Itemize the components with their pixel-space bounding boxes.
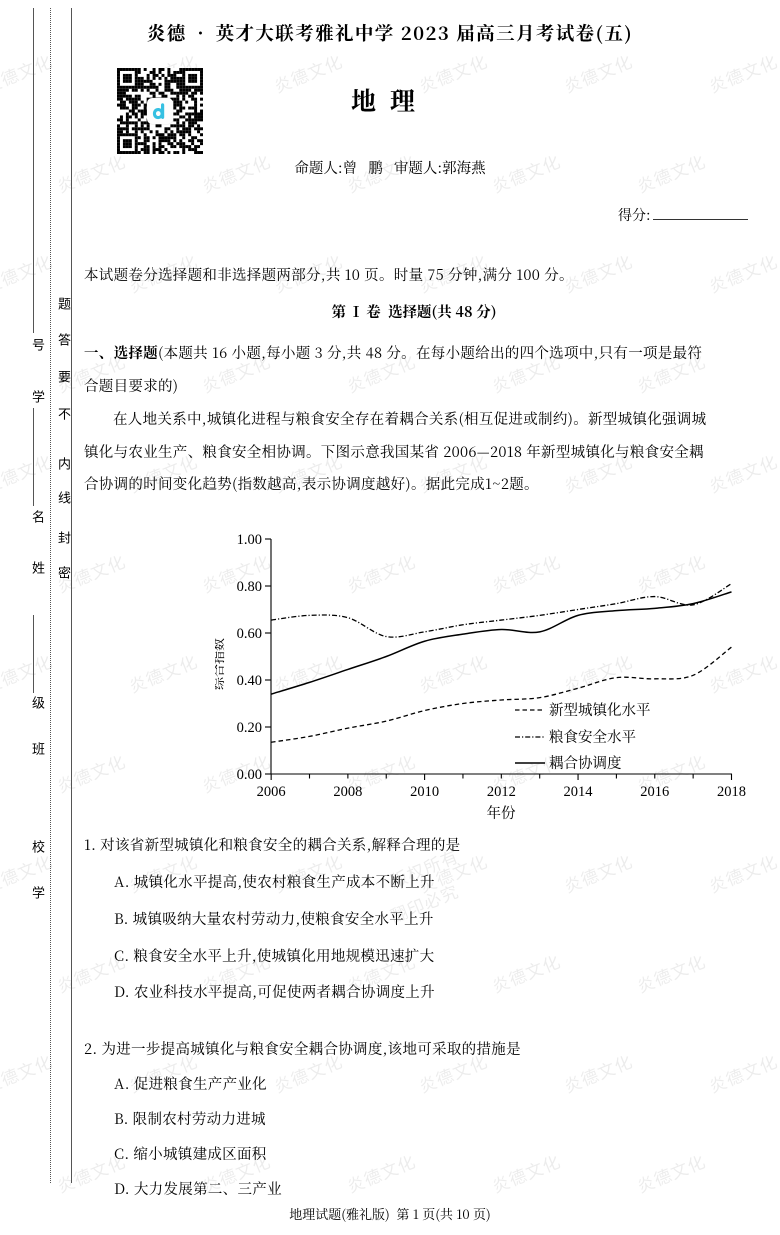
svg-text:新型城镇化水平: 新型城镇化水平: [549, 701, 651, 719]
svg-text:0.40: 0.40: [237, 673, 262, 689]
svg-text:0.20: 0.20: [237, 720, 262, 736]
svg-text:0.80: 0.80: [237, 579, 262, 595]
svg-text:1.00: 1.00: [237, 534, 262, 548]
svg-text:2006: 2006: [257, 784, 286, 800]
svg-text:粮食安全水平: 粮食安全水平: [549, 729, 636, 746]
svg-text:2016: 2016: [640, 784, 669, 800]
svg-text:年份: 年份: [487, 804, 516, 822]
svg-text:2018: 2018: [717, 784, 746, 800]
svg-text:0.00: 0.00: [237, 767, 262, 783]
svg-text:2014: 2014: [564, 784, 594, 800]
svg-text:2010: 2010: [410, 784, 439, 800]
svg-text:耦合协调度: 耦合协调度: [549, 754, 622, 772]
svg-text:0.60: 0.60: [237, 626, 262, 642]
svg-text:2012: 2012: [487, 784, 516, 800]
svg-text:2008: 2008: [333, 784, 362, 800]
svg-text:综合指数: 综合指数: [215, 638, 226, 690]
